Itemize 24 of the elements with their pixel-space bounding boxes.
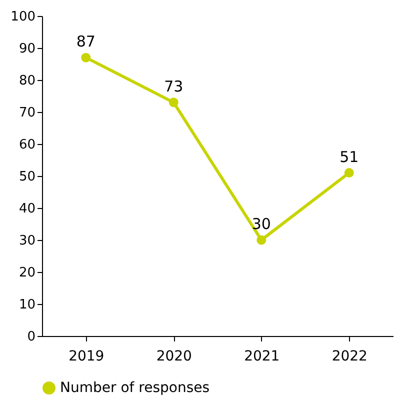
x-tick-label: 2021 [244, 348, 280, 364]
x-tick-label: 2020 [156, 348, 192, 364]
point [168, 98, 178, 108]
y-tick-label: 100 [10, 10, 36, 24]
y-tick-label: 0 [27, 330, 36, 344]
point [344, 168, 354, 178]
point [256, 235, 266, 245]
y-tick-label: 90 [18, 42, 36, 56]
data-label: 73 [164, 77, 184, 96]
y-tick-label: 50 [18, 170, 36, 184]
y-tick-label: 40 [18, 202, 36, 216]
y-tick-label: 20 [18, 266, 36, 280]
y-tick-label: 30 [18, 234, 36, 248]
data-label: 51 [340, 148, 359, 166]
point [81, 52, 91, 62]
y-tick-label: 70 [18, 106, 36, 120]
x-tick-label: 2022 [332, 348, 368, 364]
y-tick-label: 80 [18, 74, 36, 88]
data-label: 87 [76, 32, 96, 51]
data-label: 30 [252, 215, 271, 233]
y-tick-label: 60 [18, 138, 36, 152]
y-tick-label: 10 [18, 298, 36, 312]
x-tick-label: 2019 [68, 348, 104, 364]
legend-label: Number of responses [60, 380, 210, 396]
